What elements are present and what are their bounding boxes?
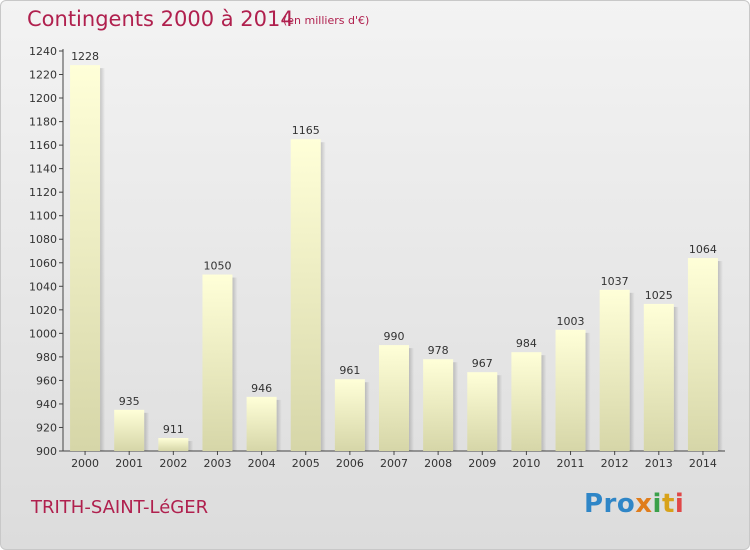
x-tick-label: 2014 xyxy=(689,457,717,470)
y-tick-label: 900 xyxy=(36,445,57,458)
x-tick-label: 2000 xyxy=(71,457,99,470)
chart-bars xyxy=(70,65,723,451)
bar-2010 xyxy=(511,352,542,451)
x-tick-label: 2005 xyxy=(292,457,320,470)
data-label: 990 xyxy=(384,330,405,343)
bar-shadow xyxy=(364,382,370,451)
x-tick-label: 2008 xyxy=(424,457,452,470)
y-tick-label: 920 xyxy=(36,421,57,434)
y-tick-label: 980 xyxy=(36,351,57,364)
bar-shadow xyxy=(717,261,723,451)
x-tick-label: 2010 xyxy=(512,457,540,470)
bar-2012 xyxy=(599,289,630,451)
data-label: 1228 xyxy=(71,50,99,63)
bar-shadow xyxy=(276,399,282,451)
x-tick-label: 2002 xyxy=(159,457,187,470)
bar-2014 xyxy=(687,258,718,451)
bar-shadow xyxy=(497,375,503,451)
data-label: 946 xyxy=(251,382,272,395)
y-tick-label: 1180 xyxy=(29,116,57,129)
data-label: 1064 xyxy=(689,243,717,256)
y-tick-label: 1240 xyxy=(29,45,57,58)
y-tick-label: 960 xyxy=(36,374,57,387)
bar-2004 xyxy=(246,396,277,451)
x-tick-label: 2007 xyxy=(380,457,408,470)
x-tick-label: 2004 xyxy=(248,457,276,470)
chart-subtitle: (en milliers d'€) xyxy=(283,14,370,27)
bar-shadow xyxy=(541,355,547,451)
y-tick-label: 1080 xyxy=(29,233,57,246)
y-tick-label: 1100 xyxy=(29,210,57,223)
bar-2011 xyxy=(555,329,586,451)
data-label: 1050 xyxy=(203,260,231,273)
bar-shadow xyxy=(409,348,414,451)
data-label: 935 xyxy=(119,395,140,408)
bar-shadow xyxy=(585,332,591,451)
x-tick-label: 2006 xyxy=(336,457,364,470)
y-tick-label: 1020 xyxy=(29,304,57,317)
y-tick-label: 1060 xyxy=(29,257,57,270)
bar-2013 xyxy=(643,303,674,451)
y-tick-label: 940 xyxy=(36,398,57,411)
bar-2008 xyxy=(423,359,454,451)
data-label: 911 xyxy=(163,423,184,436)
bar-shadow xyxy=(188,441,194,451)
bar-shadow xyxy=(100,68,106,451)
data-label: 978 xyxy=(428,344,449,357)
y-tick-label: 1140 xyxy=(29,163,57,176)
bar-2009 xyxy=(467,372,498,451)
x-tick-label: 2001 xyxy=(115,457,143,470)
data-label: 961 xyxy=(339,364,360,377)
chart-axes: 900 920 940 960 980 1000 1020 1040 1060 1080 1100 1… xyxy=(29,45,725,470)
bar-2007 xyxy=(379,345,409,451)
data-label: 1037 xyxy=(601,275,629,288)
bar-2006 xyxy=(334,379,365,451)
x-tick-label: 2012 xyxy=(601,457,629,470)
data-label: 1025 xyxy=(645,289,673,302)
y-tick-label: 1000 xyxy=(29,327,57,340)
bar-shadow xyxy=(629,292,635,451)
bar-shadow xyxy=(144,412,150,451)
data-label: 967 xyxy=(472,357,493,370)
data-label: 1165 xyxy=(292,124,320,137)
proxiti-logo: Proxiti xyxy=(584,489,685,519)
bar-2002 xyxy=(158,438,189,451)
bar-shadow xyxy=(673,306,679,451)
x-tick-label: 2009 xyxy=(468,457,496,470)
bar-shadow xyxy=(232,277,238,451)
bar-2000 xyxy=(70,65,101,451)
y-tick-label: 1120 xyxy=(29,186,57,199)
y-tick-label: 1040 xyxy=(29,280,57,293)
data-label: 984 xyxy=(516,337,537,350)
y-tick-label: 1200 xyxy=(29,92,57,105)
bar-shadow xyxy=(453,362,459,451)
chart-title: Contingents 2000 à 2014 xyxy=(27,7,294,31)
city-name: TRITH-SAINT-LéGER xyxy=(31,497,209,518)
y-tick-label: 1160 xyxy=(29,139,57,152)
bar-2005 xyxy=(290,139,321,451)
x-tick-label: 2013 xyxy=(645,457,673,470)
bar-2001 xyxy=(114,409,145,451)
y-tick-label: 1220 xyxy=(29,69,57,82)
data-label: 1003 xyxy=(557,315,585,328)
bar-shadow xyxy=(320,142,326,451)
chart-data-labels: 1228 935 911 1050 946 1165 961 990 978 967 984 1003… xyxy=(71,50,717,436)
bar-2003 xyxy=(202,274,233,451)
x-tick-label: 2003 xyxy=(203,457,231,470)
x-tick-label: 2011 xyxy=(557,457,585,470)
